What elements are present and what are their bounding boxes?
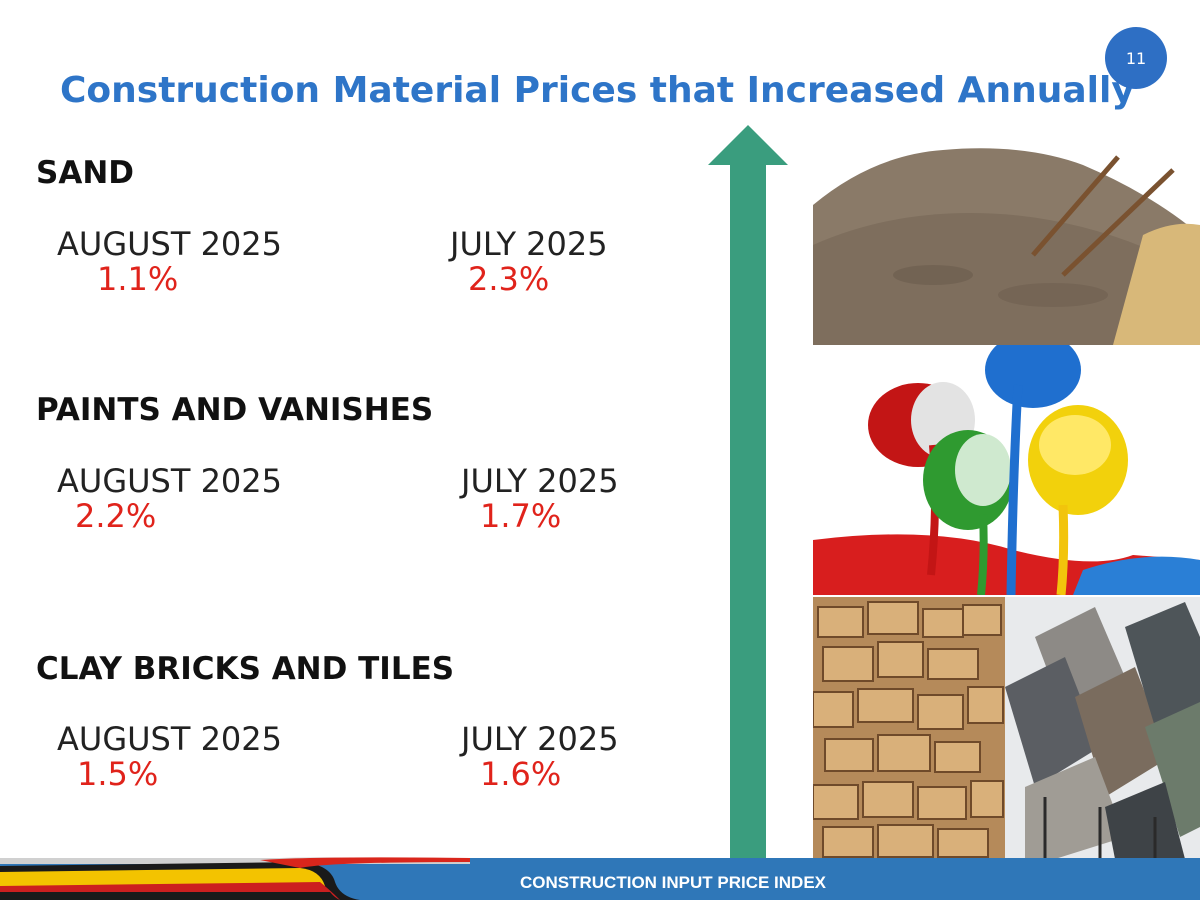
period-label-august-paints: AUGUST 2025 (57, 462, 282, 500)
footer-label: CONSTRUCTION INPUT PRICE INDEX (520, 873, 827, 892)
increase-arrow-icon (708, 125, 788, 860)
percent-august-paints: 2.2% (75, 497, 157, 535)
section-title-sand: SAND (36, 155, 134, 191)
clay-bricks-icon (813, 597, 1005, 859)
page-title: Construction Material Prices that Increa… (60, 70, 1135, 111)
period-label-august-sand: AUGUST 2025 (57, 225, 282, 263)
page-number-badge: 11 (1105, 27, 1167, 89)
period-label-july-bricks: JULY 2025 (461, 720, 619, 758)
period-label-july-paints: JULY 2025 (461, 462, 619, 500)
percent-july-sand: 2.3% (468, 260, 550, 298)
sand-pile-icon (813, 125, 1200, 345)
period-label-august-bricks: AUGUST 2025 (57, 720, 282, 758)
percent-july-paints: 1.7% (480, 497, 562, 535)
section-title-clay-bricks: CLAY BRICKS AND TILES (36, 651, 455, 687)
period-label-july-sand: JULY 2025 (450, 225, 608, 263)
percent-july-bricks: 1.6% (480, 755, 562, 793)
percent-august-bricks: 1.5% (77, 755, 159, 793)
tiles-display-icon (1005, 597, 1200, 859)
section-title-paints: PAINTS AND VANISHES (36, 392, 434, 428)
paint-cans-icon (813, 345, 1200, 595)
flag-ribbon-icon (0, 857, 470, 900)
percent-august-sand: 1.1% (97, 260, 179, 298)
